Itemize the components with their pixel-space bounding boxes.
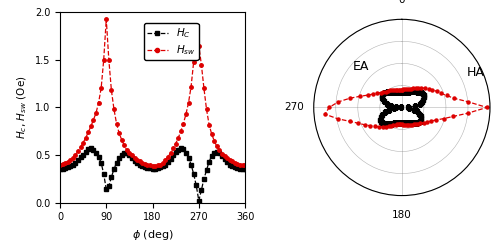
X-axis label: $\phi$ (deg): $\phi$ (deg) xyxy=(132,228,173,242)
Text: EA: EA xyxy=(353,61,370,73)
Legend: $H_C$, $H_{sw}$: $H_C$, $H_{sw}$ xyxy=(144,23,199,60)
Y-axis label: $H_c$, $H_{sw}$ (Oe): $H_c$, $H_{sw}$ (Oe) xyxy=(16,76,30,139)
Text: HA: HA xyxy=(467,66,484,80)
